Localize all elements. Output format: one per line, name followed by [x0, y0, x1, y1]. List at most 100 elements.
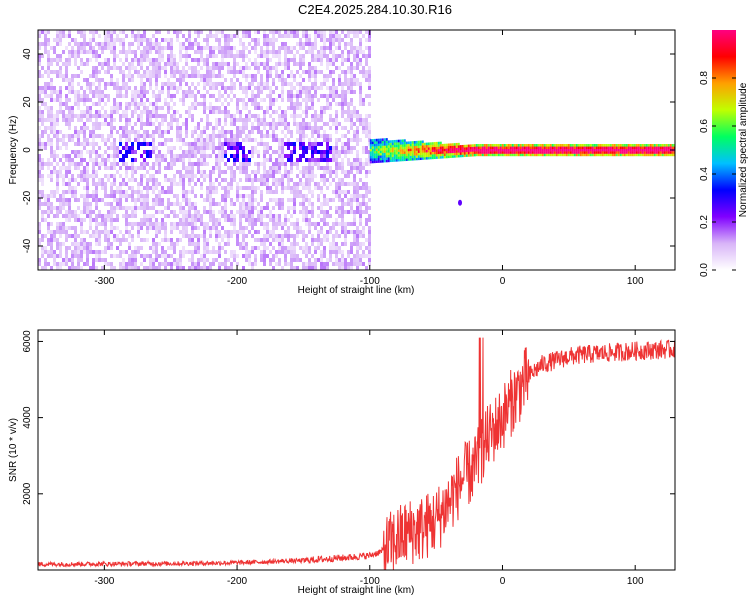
heatmap-cell	[356, 62, 359, 66]
heatmap-cell	[302, 166, 305, 170]
heatmap-cell	[311, 86, 314, 90]
heatmap-cell	[92, 102, 95, 106]
heatmap-cell	[266, 106, 269, 110]
heatmap-cell	[379, 157, 382, 161]
heatmap-cell	[185, 118, 188, 122]
heatmap-cell	[601, 146, 604, 149]
heatmap-cell	[89, 30, 92, 34]
heatmap-cell	[89, 106, 92, 110]
heatmap-cell	[245, 242, 248, 246]
heatmap-cell	[485, 146, 488, 149]
heatmap-cell	[248, 178, 251, 182]
heatmap-cell	[170, 62, 173, 66]
heatmap-cell	[350, 114, 353, 118]
heatmap-cell	[623, 153, 626, 157]
heatmap-cell	[107, 70, 110, 74]
heatmap-cell	[98, 126, 101, 130]
heatmap-cell	[302, 174, 305, 178]
heatmap-cell	[437, 153, 440, 157]
heatmap-cell	[272, 110, 275, 114]
heatmap-cell	[209, 214, 212, 218]
heatmap-cell	[619, 153, 622, 157]
heatmap-cell	[541, 146, 544, 149]
heatmap-cell	[98, 78, 101, 82]
heatmap-cell	[521, 151, 524, 154]
heatmap-cell	[161, 210, 164, 214]
heatmap-cell	[110, 254, 113, 258]
heatmap-cell	[365, 74, 368, 78]
heatmap-cell	[185, 202, 188, 206]
heatmap-cell	[155, 222, 158, 226]
heatmap-cell	[257, 70, 260, 74]
heatmap-cell	[302, 30, 305, 34]
heatmap-cell	[143, 238, 146, 242]
heatmap-cell	[185, 134, 188, 138]
heatmap-cell	[71, 54, 74, 58]
heatmap-cell	[209, 102, 212, 106]
heatmap-cell	[233, 178, 236, 182]
heatmap-cell	[143, 206, 146, 210]
heatmap-cell	[603, 148, 606, 152]
heatmap-cell	[146, 46, 149, 50]
heatmap-cell	[637, 144, 640, 147]
heatmap-cell	[347, 182, 350, 186]
heatmap-cell	[137, 130, 140, 134]
heatmap-cell	[317, 206, 320, 210]
heatmap-cell	[113, 138, 116, 142]
heatmap-cell	[101, 266, 104, 270]
heatmap-cell	[471, 146, 474, 150]
heatmap-cell	[248, 174, 251, 178]
heatmap-cell	[260, 198, 263, 202]
heatmap-cell	[77, 54, 80, 58]
heatmap-cell	[239, 66, 242, 70]
heatmap-cell	[281, 190, 284, 194]
heatmap-cell	[278, 198, 281, 202]
heatmap-cell	[47, 30, 50, 34]
heatmap-cell	[47, 202, 50, 206]
heatmap-cell	[80, 178, 83, 182]
heatmap-cell	[269, 234, 272, 238]
heatmap-cell	[296, 266, 299, 270]
heatmap-cell	[38, 206, 41, 210]
heatmap-cell	[215, 230, 218, 234]
heatmap-cell	[338, 186, 341, 190]
heatmap-cell	[191, 70, 194, 74]
heatmap-cell	[359, 90, 362, 94]
heatmap-cell	[68, 86, 71, 90]
heatmap-cell	[314, 118, 317, 122]
heatmap-cell	[128, 234, 131, 238]
heatmap-cell	[389, 145, 392, 148]
heatmap-cell	[251, 214, 254, 218]
heatmap-cell	[359, 178, 362, 182]
heatmap-cell	[248, 66, 251, 70]
heatmap-cell	[362, 34, 365, 38]
heatmap-cell	[251, 102, 254, 106]
heatmap-cell	[56, 210, 59, 214]
heatmap-cell	[517, 148, 520, 152]
heatmap-cell	[113, 226, 116, 230]
heatmap-cell	[197, 226, 200, 230]
heatmap-cell	[308, 34, 311, 38]
heatmap-cell	[290, 258, 293, 262]
heatmap-cell	[305, 102, 308, 106]
heatmap-cell	[131, 66, 134, 70]
heatmap-cell	[248, 138, 251, 142]
heatmap-cell	[299, 194, 302, 198]
heatmap-cell	[236, 62, 239, 66]
heatmap-cell	[179, 230, 182, 234]
heatmap-cell	[296, 258, 299, 262]
heatmap-cell	[350, 30, 353, 34]
heatmap-cell	[317, 70, 320, 74]
heatmap-cell	[83, 146, 86, 150]
heatmap-cell	[173, 82, 176, 86]
heatmap-cell	[107, 246, 110, 250]
heatmap-cell	[314, 142, 317, 146]
heatmap-cell	[314, 158, 317, 162]
heatmap-cell	[429, 154, 432, 157]
heatmap-cell	[356, 190, 359, 194]
heatmap-cell	[161, 54, 164, 58]
heatmap-cell	[83, 94, 86, 98]
heatmap-cell	[326, 58, 329, 62]
heatmap-cell	[155, 86, 158, 90]
heatmap-cell	[535, 148, 538, 152]
